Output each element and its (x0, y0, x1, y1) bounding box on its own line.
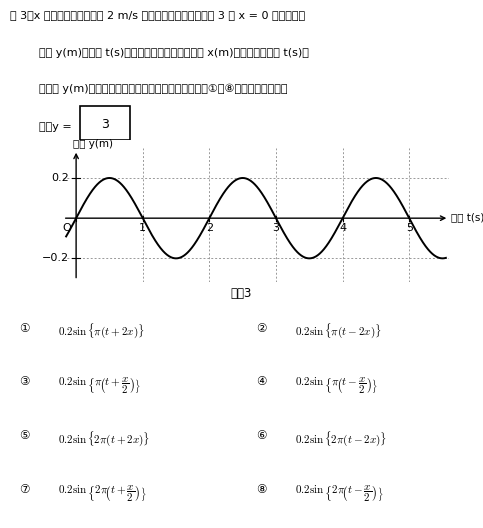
Text: 1: 1 (139, 223, 146, 233)
Text: $0.2\sin\left\{2\pi\!\left(t+\dfrac{x}{2}\right)\right\}$: $0.2\sin\left\{2\pi\!\left(t+\dfrac{x}{2… (58, 483, 147, 504)
Text: $0.2\sin\{2\pi(t + 2x)\}$: $0.2\sin\{2\pi(t + 2x)\}$ (58, 429, 150, 448)
Text: 3: 3 (101, 118, 109, 131)
Text: の変位 y(m)を表す式として最も適当なものを，下の①～⑧のうちから一つ選: の変位 y(m)を表す式として最も適当なものを，下の①～⑧のうちから一つ選 (39, 84, 287, 95)
Text: 変位 y(m)と時刻 t(s)の関係を表している。位置 x(m)における，時刻 t(s)で: 変位 y(m)と時刻 t(s)の関係を表している。位置 x(m)における，時刻 … (39, 48, 309, 58)
Text: ①: ① (19, 322, 30, 335)
Text: 2: 2 (206, 223, 213, 233)
Text: ⑥: ⑥ (256, 429, 267, 442)
Text: $0.2\sin\left\{\pi\!\left(t-\dfrac{x}{2}\right)\right\}$: $0.2\sin\left\{\pi\!\left(t-\dfrac{x}{2}… (295, 375, 378, 396)
Text: ④: ④ (256, 375, 267, 389)
Text: ③: ③ (19, 375, 30, 389)
Text: 3: 3 (272, 223, 280, 233)
Text: べ。y =: べ。y = (39, 122, 75, 131)
Text: 図　3: 図 3 (231, 287, 252, 300)
Text: 問 3　x 軸の正の向きに速さ 2 m/s で進む正弦波がある。図 3 は x = 0 における，: 問 3 x 軸の正の向きに速さ 2 m/s で進む正弦波がある。図 3 は x … (10, 10, 305, 20)
Text: 0.2: 0.2 (52, 173, 70, 183)
FancyBboxPatch shape (80, 106, 130, 140)
Text: $0.2\sin\left\{\pi\!\left(t+\dfrac{x}{2}\right)\right\}$: $0.2\sin\left\{\pi\!\left(t+\dfrac{x}{2}… (58, 375, 141, 396)
Text: O: O (63, 223, 71, 233)
Text: $0.2\sin\{\pi(t - 2x)\}$: $0.2\sin\{\pi(t - 2x)\}$ (295, 322, 381, 340)
Text: 5: 5 (406, 223, 412, 233)
Text: ⑧: ⑧ (256, 483, 267, 496)
Text: $0.2\sin\{2\pi(t - 2x)\}$: $0.2\sin\{2\pi(t - 2x)\}$ (295, 429, 387, 448)
Text: $0.2\sin\left\{2\pi\!\left(t-\dfrac{x}{2}\right)\right\}$: $0.2\sin\left\{2\pi\!\left(t-\dfrac{x}{2… (295, 483, 384, 504)
Text: $0.2\sin\{\pi(t + 2x)\}$: $0.2\sin\{\pi(t + 2x)\}$ (58, 322, 144, 340)
Text: ②: ② (256, 322, 267, 335)
Text: ⑦: ⑦ (19, 483, 30, 496)
Text: ⑤: ⑤ (19, 429, 30, 442)
Text: 変位 y(m): 変位 y(m) (73, 139, 113, 149)
Text: 時刻 t(s): 時刻 t(s) (451, 212, 483, 222)
Text: 4: 4 (339, 223, 346, 233)
Text: −0.2: −0.2 (43, 253, 70, 263)
